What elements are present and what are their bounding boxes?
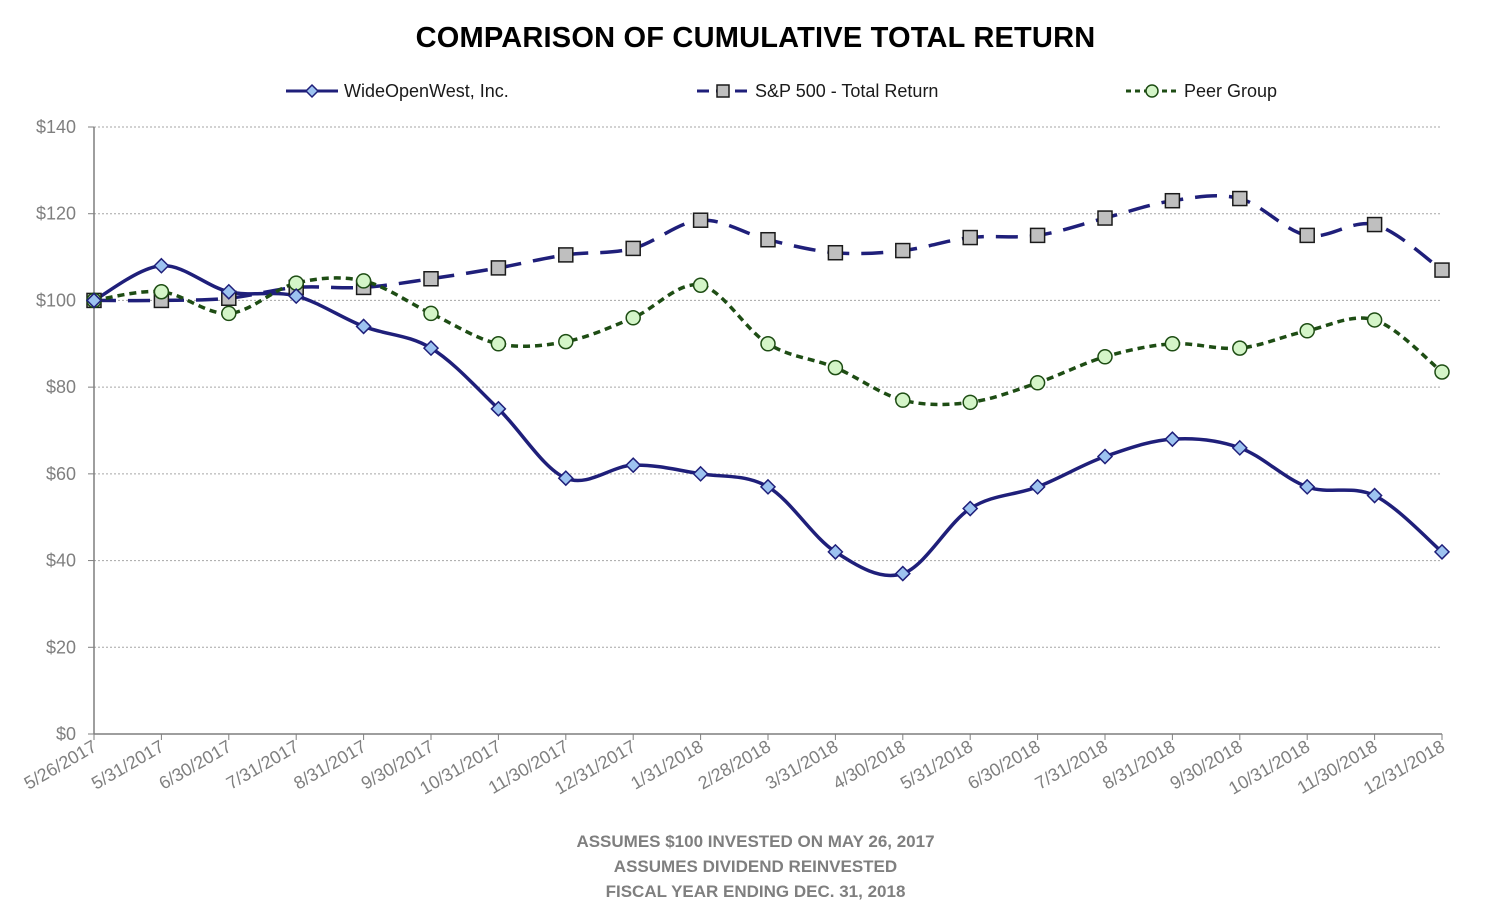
- legend: WideOpenWest, Inc. S&P 500 - Total Retur…: [0, 74, 1511, 108]
- data-point-s-p-500-total-return: [895, 242, 911, 259]
- y-tick-label: $120: [36, 204, 76, 224]
- x-tick-label: 5/26/2017: [21, 736, 100, 793]
- data-point-peer-group: [895, 392, 911, 408]
- data-point-peer-group: [1232, 340, 1248, 356]
- data-point-peer-group: [962, 394, 978, 411]
- x-tick-label: 7/31/2018: [1032, 736, 1111, 793]
- data-point-wideopenwest-inc: [1366, 487, 1383, 504]
- series-lines: [93, 194, 1444, 578]
- data-point-peer-group: [1164, 336, 1181, 352]
- data-point-s-p-500-total-return: [490, 260, 507, 276]
- data-point-wideopenwest-inc: [1231, 439, 1248, 456]
- data-point-wideopenwest-inc: [894, 565, 911, 582]
- x-tick-label: 2/28/2018: [695, 736, 774, 793]
- data-point-peer-group: [1299, 323, 1315, 339]
- data-point-s-p-500-total-return: [1434, 262, 1450, 278]
- data-point-peer-group: [1097, 349, 1113, 365]
- data-point-peer-group: [1434, 364, 1450, 380]
- footnote-fiscal-year: FISCAL YEAR ENDING DEC. 31, 2018: [605, 882, 906, 901]
- data-point-s-p-500-total-return: [1029, 227, 1046, 244]
- data-point-peer-group: [221, 305, 237, 322]
- x-tick-label: 3/31/2018: [762, 736, 841, 793]
- data-point-peer-group: [423, 305, 439, 322]
- data-point-s-p-500-total-return: [1232, 190, 1248, 207]
- legend-swatch-sp500: [697, 84, 749, 98]
- data-point-wideopenwest-inc: [220, 283, 237, 300]
- data-point-peer-group: [1366, 312, 1383, 328]
- data-point-s-p-500-total-return: [625, 240, 641, 257]
- data-point-wideopenwest-inc: [422, 340, 440, 357]
- data-point-peer-group: [153, 284, 170, 300]
- data-point-wideopenwest-inc: [85, 292, 103, 309]
- data-point-wideopenwest-inc: [625, 457, 642, 474]
- x-tick-label: 7/31/2017: [223, 736, 302, 793]
- data-point-s-p-500-total-return: [1097, 210, 1113, 226]
- data-point-wideopenwest-inc: [759, 478, 777, 495]
- y-tick-label: $140: [36, 117, 76, 137]
- y-tick-label: $100: [36, 290, 76, 310]
- legend-label-wideopenwest: WideOpenWest, Inc.: [344, 80, 509, 101]
- data-point-peer-group: [355, 273, 372, 289]
- legend-label-sp500: S&P 500 - Total Return: [755, 80, 939, 101]
- data-point-wideopenwest-inc: [962, 500, 979, 517]
- y-tick-label: $80: [46, 377, 76, 397]
- x-tick-label: 6/30/2018: [964, 736, 1043, 793]
- data-point-peer-group: [625, 310, 641, 326]
- data-point-wideopenwest-inc: [557, 470, 574, 487]
- data-point-s-p-500-total-return: [423, 271, 439, 287]
- data-point-s-p-500-total-return: [1164, 192, 1181, 209]
- data-point-peer-group: [288, 275, 304, 291]
- x-tick-label: 1/31/2018: [627, 736, 706, 793]
- data-point-peer-group: [558, 333, 574, 350]
- axes: [88, 126, 1443, 740]
- gridlines: [94, 126, 1442, 648]
- footnote-dividend: ASSUMES DIVIDEND REINVESTED: [613, 857, 898, 876]
- data-point-wideopenwest-inc: [288, 288, 305, 305]
- data-point-peer-group: [490, 336, 507, 352]
- x-tick-label: 5/31/2017: [88, 736, 167, 793]
- data-point-s-p-500-total-return: [827, 244, 844, 261]
- chart-title: COMPARISON OF CUMULATIVE TOTAL RETURN: [415, 22, 1096, 54]
- data-point-wideopenwest-inc: [1433, 543, 1451, 560]
- data-point-s-p-500-total-return: [760, 231, 776, 248]
- data-point-wideopenwest-inc: [1299, 478, 1316, 495]
- y-tick-label: $0: [56, 724, 76, 744]
- x-tick-label: 8/31/2017: [290, 736, 369, 793]
- y-tick-label: $60: [46, 464, 76, 484]
- x-tick-label: 5/31/2018: [897, 736, 976, 793]
- x-tick-label: 6/30/2017: [155, 736, 234, 793]
- plot-area: $0$20$40$60$80$100$120$1405/26/20175/31/…: [21, 117, 1451, 799]
- legend-label-peer-group: Peer Group: [1184, 80, 1278, 101]
- data-point-peer-group: [692, 277, 709, 294]
- legend-swatch-peer-group: [1126, 84, 1178, 98]
- data-point-s-p-500-total-return: [962, 229, 978, 246]
- data-point-wideopenwest-inc: [692, 465, 709, 482]
- legend-item-peer-group: Peer Group: [1124, 74, 1277, 108]
- x-tick-label: 8/31/2018: [1099, 736, 1178, 793]
- data-point-wideopenwest-inc: [355, 318, 372, 335]
- y-tick-label: $40: [46, 551, 76, 571]
- data-point-wideopenwest-inc: [153, 257, 170, 274]
- data-point-wideopenwest-inc: [490, 400, 507, 417]
- data-point-wideopenwest-inc: [1164, 431, 1181, 448]
- data-point-s-p-500-total-return: [558, 247, 574, 263]
- y-tick-label: $20: [46, 637, 76, 657]
- footnote-investment: ASSUMES $100 INVESTED ON MAY 26, 2017: [576, 832, 935, 851]
- tick-labels: $0$20$40$60$80$100$120$1405/26/20175/31/…: [21, 117, 1448, 799]
- data-point-wideopenwest-inc: [827, 543, 844, 560]
- series-markers: [85, 190, 1451, 582]
- data-point-s-p-500-total-return: [1299, 227, 1315, 244]
- legend-swatch-wideopenwest: [286, 83, 338, 99]
- data-point-peer-group: [760, 336, 776, 352]
- data-point-wideopenwest-inc: [1029, 478, 1046, 495]
- data-point-peer-group: [1029, 375, 1046, 391]
- data-point-peer-group: [827, 359, 844, 376]
- data-point-s-p-500-total-return: [692, 212, 709, 228]
- legend-item-sp500: S&P 500 - Total Return: [695, 74, 938, 108]
- data-point-s-p-500-total-return: [1366, 216, 1383, 233]
- series-line-wideopenwest-inc: [93, 263, 1444, 578]
- legend-item-wideopenwest: WideOpenWest, Inc.: [284, 74, 509, 108]
- data-point-wideopenwest-inc: [1096, 448, 1114, 465]
- x-tick-label: 4/30/2018: [829, 736, 908, 793]
